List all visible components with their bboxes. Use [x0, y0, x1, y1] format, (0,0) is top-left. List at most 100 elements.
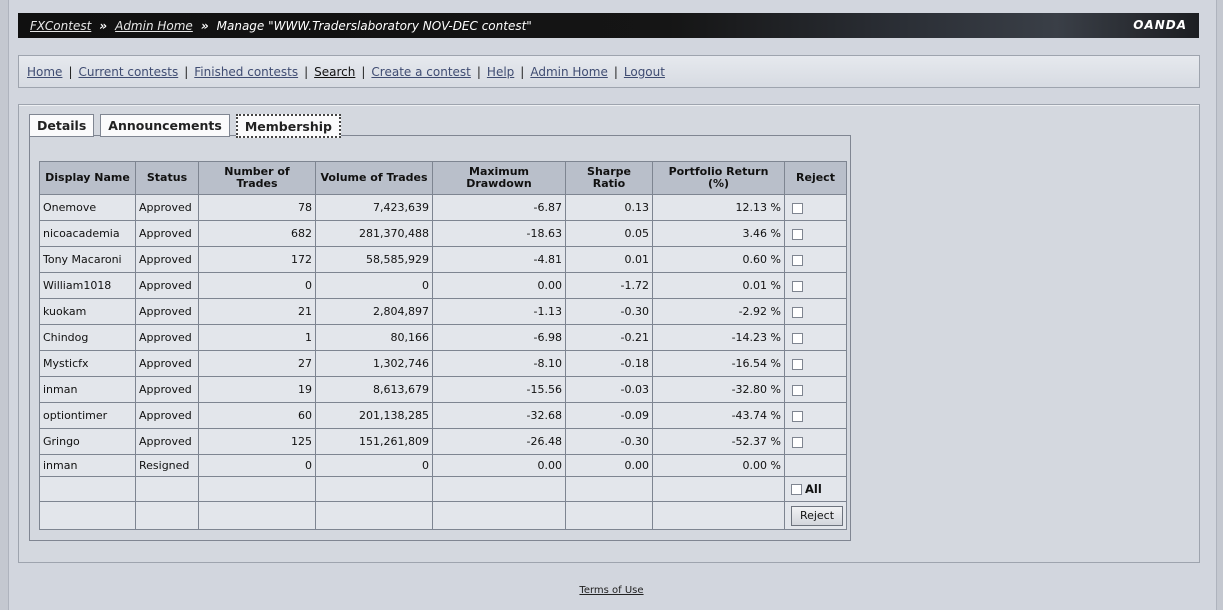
number-of-trades-cell: 1 — [198, 324, 316, 351]
sharpe-ratio-cell: 0.01 — [565, 246, 653, 273]
volume-of-trades-cell: 58,585,929 — [315, 246, 433, 273]
volume-of-trades-cell: 2,804,897 — [315, 298, 433, 325]
reject-cell — [784, 350, 847, 377]
reject-checkbox[interactable] — [792, 306, 803, 318]
number-of-trades-cell: 0 — [198, 272, 316, 299]
terms-of-use-link[interactable]: Terms of Use — [579, 585, 644, 596]
portfolio-return-cell: 12.13 % — [652, 194, 785, 221]
nav-admin-home-link[interactable]: Admin Home — [530, 64, 608, 79]
table-row-actions: Reject — [39, 501, 847, 530]
maximum-drawdown-cell: -1.13 — [432, 298, 566, 325]
nav-separator: | — [361, 64, 366, 79]
volume-of-trades-cell: 0 — [315, 272, 433, 299]
volume-of-trades-cell: 1,302,746 — [315, 350, 433, 377]
volume-of-trades-cell: 201,138,285 — [315, 402, 433, 429]
member-name-cell: optiontimer — [39, 402, 136, 429]
reject-cell — [784, 298, 847, 325]
col-number-of-trades: Number of Trades — [198, 161, 316, 195]
reject-checkbox[interactable] — [792, 254, 803, 266]
reject-checkbox[interactable] — [792, 410, 803, 422]
nav-finished-contests-link[interactable]: Finished contests — [194, 64, 299, 79]
member-status-cell: Approved — [135, 220, 199, 247]
table-row: optiontimer Approved 60 201,138,285 -32.68 -0… — [39, 402, 847, 429]
sharpe-ratio-cell: -0.21 — [565, 324, 653, 351]
reject-checkbox[interactable] — [792, 384, 803, 396]
number-of-trades-cell: 60 — [198, 402, 316, 429]
table-row: Tony Macaroni Approved 172 58,585,929 -4.81 0… — [39, 246, 847, 273]
table-row-select-all: All — [39, 476, 847, 502]
nav-create-contest-link[interactable]: Create a contest — [371, 64, 471, 79]
member-name-cell: inman — [39, 454, 136, 477]
maximum-drawdown-cell: -15.56 — [432, 376, 566, 403]
tab-details[interactable]: Details — [29, 114, 95, 137]
nav-current-contests-link[interactable]: Current contests — [78, 64, 179, 79]
maximum-drawdown-cell: 0.00 — [432, 272, 566, 299]
nav-logout-link[interactable]: Logout — [623, 64, 665, 79]
reject-cell — [784, 376, 847, 403]
sharpe-ratio-cell: 0.05 — [565, 220, 653, 247]
member-status-cell: Approved — [135, 194, 199, 221]
breadcrumb-current: Manage "WWW.Traderslaboratory NOV-DEC co… — [216, 18, 532, 33]
portfolio-return-cell: -2.92 % — [652, 298, 785, 325]
member-status-cell: Approved — [135, 272, 199, 299]
reject-button[interactable]: Reject — [791, 505, 843, 526]
oanda-logo: OANDA — [1133, 18, 1187, 32]
reject-checkbox[interactable] — [792, 332, 803, 344]
volume-of-trades-cell: 281,370,488 — [315, 220, 433, 247]
col-sharpe-ratio: Sharpe Ratio — [565, 161, 653, 195]
select-all-cell: All — [784, 476, 847, 502]
select-all: All — [791, 482, 843, 496]
member-status-cell: Approved — [135, 428, 199, 455]
table-row: Gringo Approved 125 151,261,809 -26.48 -0.30-… — [39, 428, 847, 455]
col-portfolio-return: Portfolio Return (%) — [652, 161, 785, 195]
member-status-cell: Approved — [135, 376, 199, 403]
portfolio-return-cell: -43.74 % — [652, 402, 785, 429]
breadcrumb-separator: » — [99, 18, 108, 33]
reject-checkbox[interactable] — [792, 436, 803, 448]
breadcrumb-fxcontest-link[interactable]: FXContest — [30, 18, 92, 33]
reject-checkbox[interactable] — [792, 358, 803, 370]
nav-search-link[interactable]: Search — [314, 64, 356, 79]
nav-help-link[interactable]: Help — [486, 64, 515, 79]
portfolio-return-cell: -32.80 % — [652, 376, 785, 403]
portfolio-return-cell: 0.00 % — [652, 454, 785, 477]
member-name-cell: Onemove — [39, 194, 136, 221]
reject-cell — [784, 428, 847, 455]
portfolio-return-cell: 0.60 % — [652, 246, 785, 273]
sharpe-ratio-cell: 0.00 — [565, 454, 653, 477]
breadcrumb-admin-home-link[interactable]: Admin Home — [115, 18, 193, 33]
reject-checkbox[interactable] — [792, 202, 803, 214]
member-status-cell: Approved — [135, 402, 199, 429]
number-of-trades-cell: 19 — [198, 376, 316, 403]
nav-home-link[interactable]: Home — [27, 64, 63, 79]
member-status-cell: Approved — [135, 324, 199, 351]
reject-checkbox[interactable] — [792, 228, 803, 240]
select-all-checkbox[interactable] — [791, 483, 802, 495]
nav-separator: | — [68, 64, 73, 79]
member-name-cell: Mysticfx — [39, 350, 136, 377]
maximum-drawdown-cell: -6.98 — [432, 324, 566, 351]
table-row: nicoacademia Approved 682 281,370,488 -18.63… — [39, 220, 847, 247]
table-row: inman Resigned 0 0 0.00 0.00 0.00 % — [39, 454, 847, 477]
tab-membership[interactable]: Membership — [235, 114, 341, 138]
portfolio-return-cell: 0.01 % — [652, 272, 785, 299]
sharpe-ratio-cell: -0.30 — [565, 298, 653, 325]
number-of-trades-cell: 27 — [198, 350, 316, 377]
member-name-cell: Gringo — [39, 428, 136, 455]
sharpe-ratio-cell: -0.18 — [565, 350, 653, 377]
reject-checkbox[interactable] — [792, 280, 803, 292]
tab-announcements[interactable]: Announcements — [100, 114, 230, 137]
member-status-cell: Approved — [135, 298, 199, 325]
maximum-drawdown-cell: -6.87 — [432, 194, 566, 221]
col-display-name: Display Name — [39, 161, 136, 195]
table-row: inman Approved 19 8,613,679 -15.56 -0.03 -32.8… — [39, 376, 847, 403]
number-of-trades-cell: 78 — [198, 194, 316, 221]
member-name-cell: Chindog — [39, 324, 136, 351]
nav-separator: | — [520, 64, 525, 79]
breadcrumb: FXContest » Admin Home » Manage "WWW.Tra… — [30, 19, 532, 33]
member-status-cell: Resigned — [135, 454, 199, 477]
tab-strip: Details Announcements Membership — [29, 114, 341, 138]
header-bar: FXContest » Admin Home » Manage "WWW.Tra… — [18, 13, 1199, 38]
member-status-cell: Approved — [135, 350, 199, 377]
portfolio-return-cell: -14.23 % — [652, 324, 785, 351]
